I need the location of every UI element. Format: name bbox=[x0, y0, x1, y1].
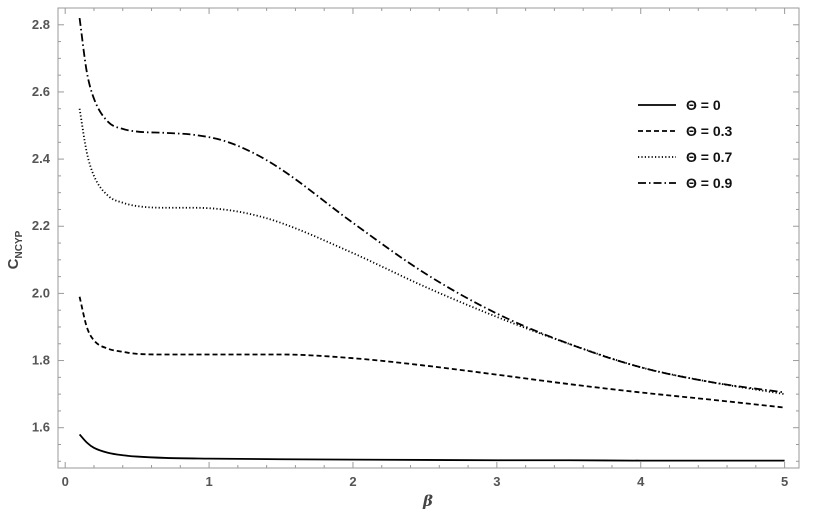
series-line-theta-0-3 bbox=[78, 296, 785, 409]
x-tick-label: 0 bbox=[62, 474, 69, 489]
legend-label-theta-0-3: Θ = 0.3 bbox=[686, 123, 733, 139]
series-line-theta-0-9 bbox=[78, 17, 785, 394]
y-tick-label: 1.8 bbox=[32, 353, 50, 368]
x-tick-labels: 0 1 2 3 4 5 bbox=[62, 474, 789, 489]
y-tick-label: 2.2 bbox=[32, 218, 50, 233]
plot-frame bbox=[57, 7, 800, 469]
x-tick-label: 5 bbox=[781, 474, 788, 489]
axis-ticks bbox=[58, 8, 799, 468]
y-axis-label-main: C bbox=[5, 258, 22, 269]
legend: Θ = 0 Θ = 0.3 Θ = 0.7 Θ = 0.9 bbox=[638, 97, 733, 191]
legend-label-theta-0-9: Θ = 0.9 bbox=[686, 175, 733, 191]
y-axis-label: CNCYP bbox=[5, 230, 25, 269]
y-tick-label: 2.8 bbox=[32, 17, 50, 32]
x-tick-label: 4 bbox=[637, 474, 645, 489]
y-tick-label: 2.4 bbox=[32, 151, 51, 166]
legend-label-theta-0: Θ = 0 bbox=[686, 97, 721, 113]
y-tick-label: 2.6 bbox=[32, 84, 50, 99]
y-tick-label: 2.0 bbox=[32, 285, 50, 300]
y-axis-label-subscript: NCYP bbox=[14, 230, 25, 258]
x-axis-label: β bbox=[422, 492, 433, 510]
x-tick-label: 1 bbox=[205, 474, 212, 489]
series-line-theta-0-7 bbox=[78, 108, 785, 396]
series-layer bbox=[78, 17, 785, 462]
svg-text:CNCYP: CNCYP bbox=[5, 230, 25, 269]
legend-label-theta-0-7: Θ = 0.7 bbox=[686, 149, 733, 165]
x-tick-label: 2 bbox=[349, 474, 356, 489]
y-tick-label: 1.6 bbox=[32, 420, 50, 435]
x-tick-label: 3 bbox=[493, 474, 500, 489]
y-tick-labels: 1.6 1.8 2.0 2.2 2.4 2.6 2.8 bbox=[32, 17, 51, 435]
series-line-theta-0 bbox=[78, 433, 785, 462]
